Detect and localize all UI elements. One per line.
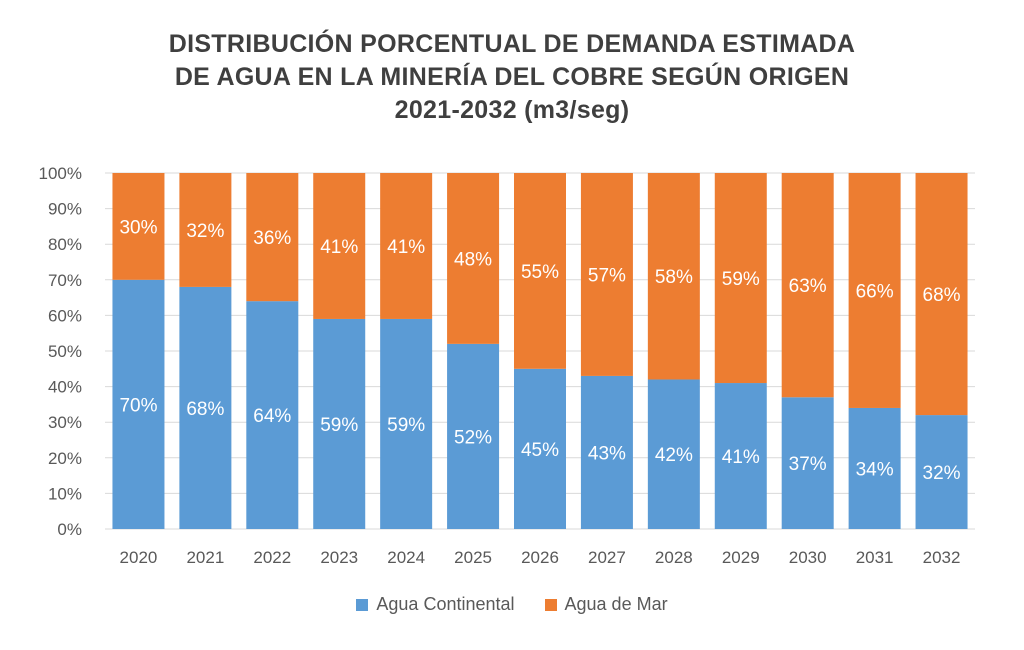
data-label-continental: 34% bbox=[856, 459, 894, 480]
bar-agua-continental bbox=[179, 286, 232, 529]
x-tick-label: 2027 bbox=[588, 548, 626, 567]
y-tick-label: 80% bbox=[48, 235, 82, 254]
bar-agua-de-mar bbox=[915, 173, 968, 416]
bar-agua-de-mar bbox=[580, 173, 633, 376]
y-tick-label: 60% bbox=[48, 306, 82, 325]
chart-title-line-3: 2021-2032 (m3/seg) bbox=[394, 96, 630, 124]
bar-agua-de-mar bbox=[514, 173, 566, 369]
data-label-continental: 52% bbox=[454, 427, 492, 448]
data-label-continental: 45% bbox=[521, 440, 559, 461]
y-tick-label: 40% bbox=[48, 378, 82, 397]
x-axis: 2020 2021 2022 2023 2024 2025 2026 2027 2028 2029… bbox=[120, 548, 961, 567]
data-label-continental: 42% bbox=[655, 445, 693, 466]
x-tick-label: 2025 bbox=[454, 548, 492, 567]
x-tick-label: 2024 bbox=[387, 548, 425, 567]
y-tick-label: 10% bbox=[48, 484, 82, 503]
data-label-continental: 37% bbox=[789, 454, 827, 475]
data-label-mar: 41% bbox=[387, 237, 425, 258]
legend-item-mar: Agua de Mar bbox=[544, 594, 668, 615]
bar-agua-de-mar bbox=[380, 173, 433, 319]
bar-agua-de-mar bbox=[246, 173, 299, 302]
y-tick-label: 30% bbox=[48, 413, 82, 432]
legend-swatch-continental bbox=[356, 598, 369, 611]
data-label-mar: 30% bbox=[119, 217, 157, 238]
data-label-mar: 48% bbox=[454, 249, 492, 270]
bar-agua-de-mar bbox=[647, 173, 700, 380]
data-label-continental: 70% bbox=[119, 395, 157, 416]
chart-title-line-2: DE AGUA EN LA MINERÍA DEL COBRE SEGÚN OR… bbox=[174, 63, 850, 91]
bar-agua-de-mar bbox=[714, 173, 767, 384]
chart-title-line-1: DISTRIBUCIÓN PORCENTUAL DE DEMANDA ESTIM… bbox=[168, 30, 856, 58]
bar-agua-continental bbox=[313, 318, 366, 529]
data-labels: 70% 30% 68% 32% 64% 36% 59% 41% 59% 41% 52% 48% 45% 5… bbox=[119, 217, 960, 484]
data-label-mar: 36% bbox=[253, 228, 291, 249]
data-label-mar: 41% bbox=[320, 237, 358, 258]
bar-agua-de-mar bbox=[848, 173, 901, 408]
y-tick-label: 50% bbox=[48, 342, 82, 361]
data-label-mar: 58% bbox=[655, 267, 693, 288]
data-label-continental: 59% bbox=[320, 415, 358, 436]
bar-agua-de-mar bbox=[781, 173, 834, 398]
x-tick-label: 2020 bbox=[120, 548, 158, 567]
y-tick-label: 70% bbox=[48, 271, 82, 290]
data-label-mar: 63% bbox=[789, 276, 827, 297]
data-label-continental: 43% bbox=[588, 443, 626, 464]
data-label-continental: 32% bbox=[923, 463, 961, 484]
bar-agua-continental bbox=[848, 407, 901, 529]
bar-agua-continental bbox=[514, 368, 566, 529]
chart-title: DISTRIBUCIÓN PORCENTUAL DE DEMANDA ESTIM… bbox=[0, 28, 1024, 127]
bar-agua-continental bbox=[781, 397, 834, 529]
x-tick-label: 2022 bbox=[253, 548, 291, 567]
data-label-continental: 64% bbox=[253, 406, 291, 427]
y-tick-label: 0% bbox=[57, 520, 82, 539]
x-tick-label: 2032 bbox=[923, 548, 961, 567]
bar-agua-continental bbox=[647, 379, 700, 529]
y-axis: 0% 10% 20% 30% 40% 50% 60% 70% 80% 90% 100% bbox=[39, 164, 82, 539]
bars bbox=[112, 173, 968, 529]
x-tick-label: 2023 bbox=[320, 548, 358, 567]
bar-agua-continental bbox=[112, 279, 165, 529]
x-tick-label: 2030 bbox=[789, 548, 827, 567]
bar-agua-de-mar bbox=[112, 173, 165, 280]
legend: Agua Continental Agua de Mar bbox=[0, 594, 1024, 615]
data-label-mar: 55% bbox=[521, 262, 559, 283]
data-label-mar: 66% bbox=[856, 281, 894, 302]
data-label-mar: 32% bbox=[186, 221, 224, 242]
legend-item-continental: Agua Continental bbox=[356, 594, 515, 615]
bar-agua-continental bbox=[580, 375, 633, 529]
data-label-mar: 59% bbox=[722, 269, 760, 290]
data-label-mar: 57% bbox=[588, 265, 626, 286]
x-tick-label: 2021 bbox=[186, 548, 224, 567]
legend-label-mar: Agua de Mar bbox=[564, 594, 668, 614]
data-label-continental: 41% bbox=[722, 447, 760, 468]
data-label-continental: 59% bbox=[387, 415, 425, 436]
legend-swatch-mar bbox=[544, 598, 557, 611]
x-tick-label: 2031 bbox=[856, 548, 894, 567]
x-tick-label: 2028 bbox=[655, 548, 693, 567]
y-tick-label: 100% bbox=[39, 164, 82, 183]
x-tick-label: 2026 bbox=[521, 548, 559, 567]
bar-agua-de-mar bbox=[179, 173, 232, 287]
bar-agua-continental bbox=[915, 415, 968, 529]
bar-agua-continental bbox=[380, 318, 433, 529]
bar-agua-continental bbox=[246, 301, 299, 529]
bar-agua-continental bbox=[447, 343, 500, 529]
y-tick-label: 20% bbox=[48, 449, 82, 468]
data-label-mar: 68% bbox=[923, 285, 961, 306]
legend-label-continental: Agua Continental bbox=[376, 594, 515, 614]
bar-agua-de-mar bbox=[447, 173, 500, 344]
y-tick-label: 90% bbox=[48, 200, 82, 219]
bar-agua-continental bbox=[714, 383, 767, 529]
data-label-continental: 68% bbox=[186, 399, 224, 420]
bar-agua-de-mar bbox=[313, 173, 366, 319]
x-tick-label: 2029 bbox=[722, 548, 760, 567]
